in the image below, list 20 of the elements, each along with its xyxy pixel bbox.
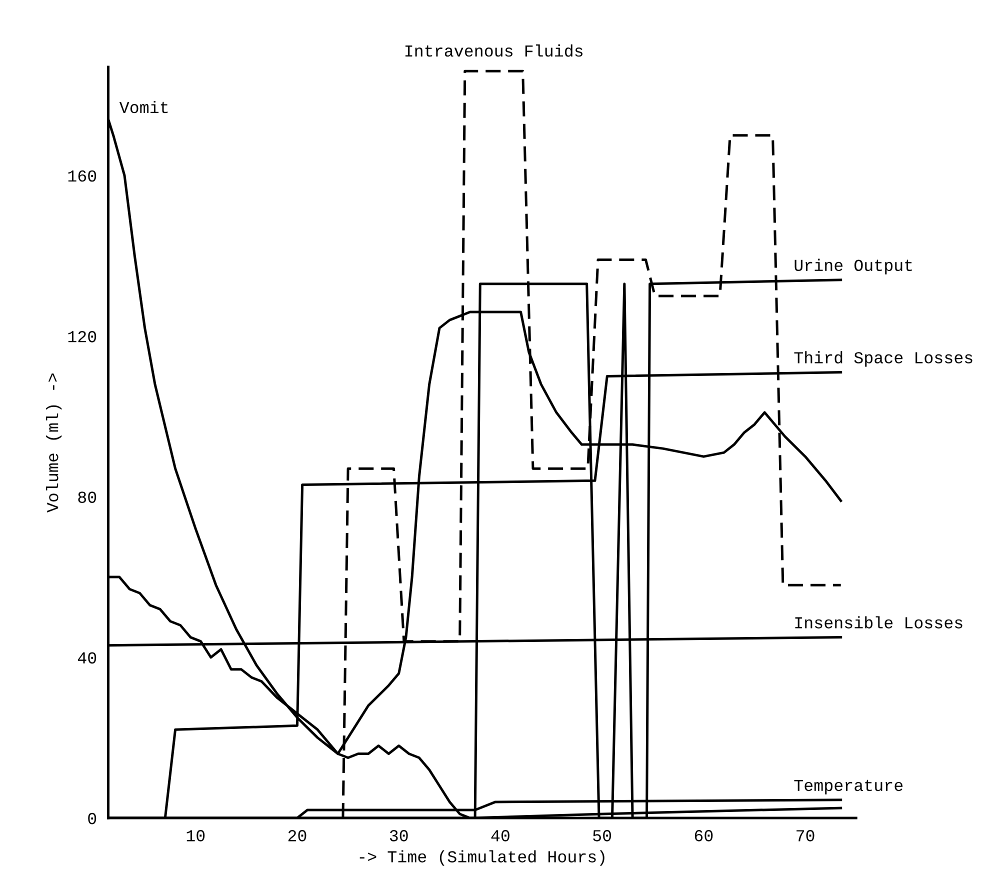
x-tick-label: 10 — [186, 830, 205, 842]
y-tick-label: 120 — [68, 331, 96, 342]
x-tick-label: 40 — [491, 830, 510, 842]
x-tick-label: 60 — [694, 830, 713, 842]
y-tick-label: 0 — [88, 812, 96, 824]
series-label: Intravenous Fluids — [405, 44, 582, 57]
y-tick-label: 80 — [78, 492, 96, 503]
x-tick-label: 50 — [593, 830, 612, 842]
series-label: Insensible Losses — [795, 616, 962, 628]
x-tick-label: 30 — [390, 830, 408, 842]
series-label: Third Space Losses — [794, 351, 972, 367]
series-label: Vomit — [119, 100, 168, 114]
x-axis-title: -> Time (Simulated Hours) — [360, 850, 604, 866]
y-axis-title: Volume (ml) -> — [46, 373, 62, 512]
series-label: Urine Output — [794, 258, 912, 274]
x-tick-label: 20 — [288, 830, 306, 842]
series-label: Temperature — [794, 780, 903, 794]
y-tick-label: 40 — [78, 652, 96, 664]
y-tick-label: 160 — [68, 170, 96, 182]
x-tick-label: 70 — [796, 830, 814, 842]
